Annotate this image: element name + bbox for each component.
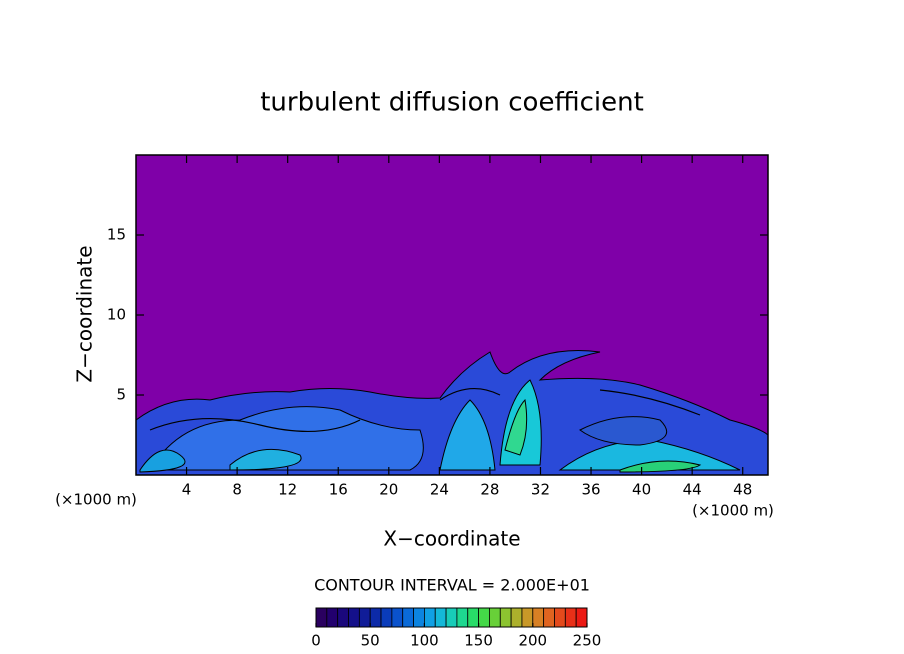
colorbar-swatch xyxy=(337,607,349,628)
chart-title: turbulent diffusion coefficient xyxy=(260,88,644,118)
x-tick-label: 8 xyxy=(232,481,242,499)
colorbar-swatch xyxy=(402,607,414,628)
colorbar-swatch xyxy=(456,607,469,628)
x-tick-label: 44 xyxy=(683,481,702,499)
colorbar-swatch xyxy=(554,607,566,628)
x-tick-label: 40 xyxy=(632,481,651,499)
contour-line xyxy=(149,387,701,433)
colorbar-swatch xyxy=(467,607,480,628)
field-region xyxy=(439,399,496,471)
colorbar-swatch xyxy=(532,607,545,628)
y-tick-label: 15 xyxy=(107,226,126,244)
x-tick-label: 20 xyxy=(379,481,398,499)
colorbar-swatch xyxy=(478,607,490,628)
colorbar-swatch xyxy=(564,607,577,628)
y-tick-label: 10 xyxy=(107,306,126,324)
colorbar-tick-label: 0 xyxy=(311,632,321,650)
colorbar-tick-label: 200 xyxy=(518,632,547,650)
field-region xyxy=(139,449,186,473)
field-region xyxy=(229,448,302,471)
field-region xyxy=(579,416,668,446)
colorbar-tick-label: 100 xyxy=(410,632,439,650)
x-tick-label: 4 xyxy=(182,481,192,499)
y-axis-label: Z−coordinate xyxy=(73,245,97,382)
colorbar-swatch xyxy=(326,607,339,628)
colorbar-swatch xyxy=(489,607,501,628)
colorbar-tick-label: 50 xyxy=(361,632,380,650)
x-tick-label: 28 xyxy=(480,481,499,499)
colorbar-swatch xyxy=(510,607,523,628)
x-tick-label: 16 xyxy=(329,481,348,499)
x-axis-label: X−coordinate xyxy=(383,527,520,551)
colorbar-swatch xyxy=(445,607,458,628)
colorbar-tick-label: 250 xyxy=(573,632,602,650)
colorbar-swatch xyxy=(348,607,360,628)
x-tick-label: 24 xyxy=(430,481,449,499)
field-region xyxy=(619,460,702,473)
colorbar-swatch xyxy=(391,607,404,628)
y-tick-label: 5 xyxy=(116,386,126,404)
colorbar-swatch xyxy=(575,607,588,628)
colorbar-swatch xyxy=(358,607,371,628)
colorbar-swatch xyxy=(380,607,393,628)
colorbar-tick-label: 150 xyxy=(464,632,493,650)
colorbar-swatch xyxy=(369,607,382,628)
colorbar-frame xyxy=(315,607,588,628)
colorbar-swatch xyxy=(423,607,436,628)
x-unit-label: (×1000 m) xyxy=(692,502,774,520)
colorbar-swatch xyxy=(413,607,425,628)
colorbar-swatch xyxy=(521,607,534,628)
x-tick-label: 48 xyxy=(733,481,752,499)
y-unit-label: (×1000 m) xyxy=(55,491,137,509)
x-tick-label: 36 xyxy=(581,481,600,499)
x-tick-label: 32 xyxy=(531,481,550,499)
field-region xyxy=(504,398,528,456)
colorbar-swatch xyxy=(543,607,555,628)
field xyxy=(135,154,769,476)
colorbar-swatch xyxy=(434,607,447,628)
colorbar-swatch xyxy=(315,607,328,628)
colorbar-swatch xyxy=(499,607,512,628)
contour-interval: CONTOUR INTERVAL = 2.000E+01 xyxy=(314,576,590,595)
x-tick-label: 12 xyxy=(278,481,297,499)
